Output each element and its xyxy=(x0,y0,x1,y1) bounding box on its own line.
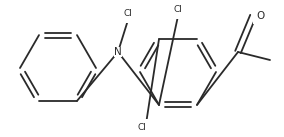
Text: N: N xyxy=(114,47,122,57)
Text: Cl: Cl xyxy=(124,9,132,18)
Text: O: O xyxy=(256,11,264,21)
Text: Cl: Cl xyxy=(137,123,147,132)
Text: Cl: Cl xyxy=(174,5,182,15)
